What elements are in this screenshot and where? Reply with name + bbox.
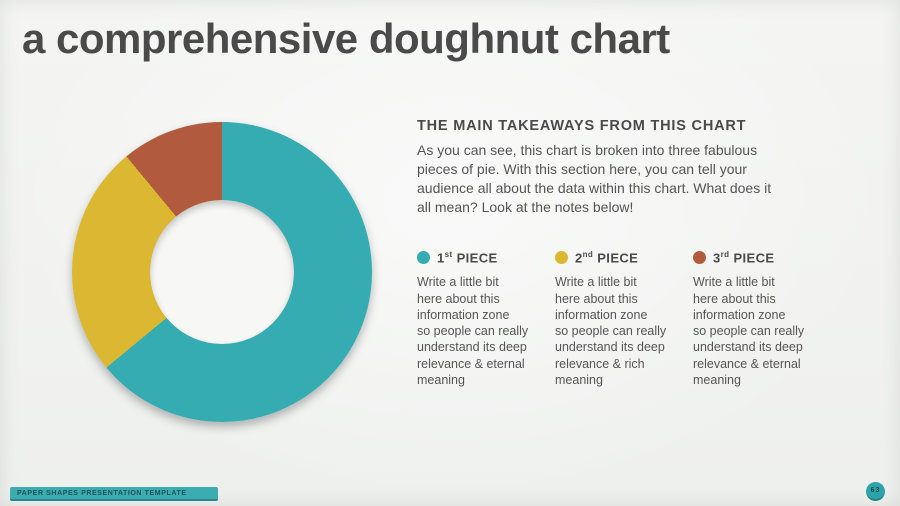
legend-dot-3-icon: [693, 251, 706, 265]
legend-header-3: 3rd PIECE: [693, 250, 819, 265]
footer-text: PAPER SHAPES PRESENTATION TEMPLATE: [17, 489, 187, 497]
page-number: 63: [870, 487, 881, 494]
takeaways-section: THE MAIN TAKEAWAYS FROM THIS CHART As yo…: [417, 118, 837, 217]
legend-label-1: 1st PIECE: [437, 250, 498, 266]
legend-item-3: 3rd PIECE Write a little bit here about …: [693, 250, 819, 388]
legend-item-1: 1st PIECE Write a little bit here about …: [417, 250, 543, 388]
legend-header-1: 1st PIECE: [417, 250, 543, 265]
legend-label-3: 3rd PIECE: [713, 250, 775, 266]
legend-dot-1-icon: [417, 251, 430, 265]
page-number-badge: 63: [866, 482, 885, 501]
doughnut-hole: [150, 200, 294, 344]
takeaways-heading: THE MAIN TAKEAWAYS FROM THIS CHART: [417, 118, 747, 134]
legend-dot-2-icon: [555, 251, 568, 265]
legend-item-2: 2nd PIECE Write a little bit here about …: [555, 250, 681, 388]
doughnut-chart-area: [72, 122, 372, 422]
legend-header-2: 2nd PIECE: [555, 250, 681, 265]
legend-body-3: Write a little bit here about this infor…: [693, 275, 805, 387]
legend-body-2: Write a little bit here about this infor…: [555, 275, 667, 387]
takeaways-body: As you can see, this chart is broken int…: [417, 142, 772, 216]
slide-title: a comprehensive doughnut chart: [22, 15, 670, 62]
footer-bar: PAPER SHAPES PRESENTATION TEMPLATE: [10, 487, 218, 501]
legend: 1st PIECE Write a little bit here about …: [417, 250, 831, 388]
legend-label-2: 2nd PIECE: [575, 250, 639, 266]
legend-body-1: Write a little bit here about this infor…: [417, 275, 529, 387]
